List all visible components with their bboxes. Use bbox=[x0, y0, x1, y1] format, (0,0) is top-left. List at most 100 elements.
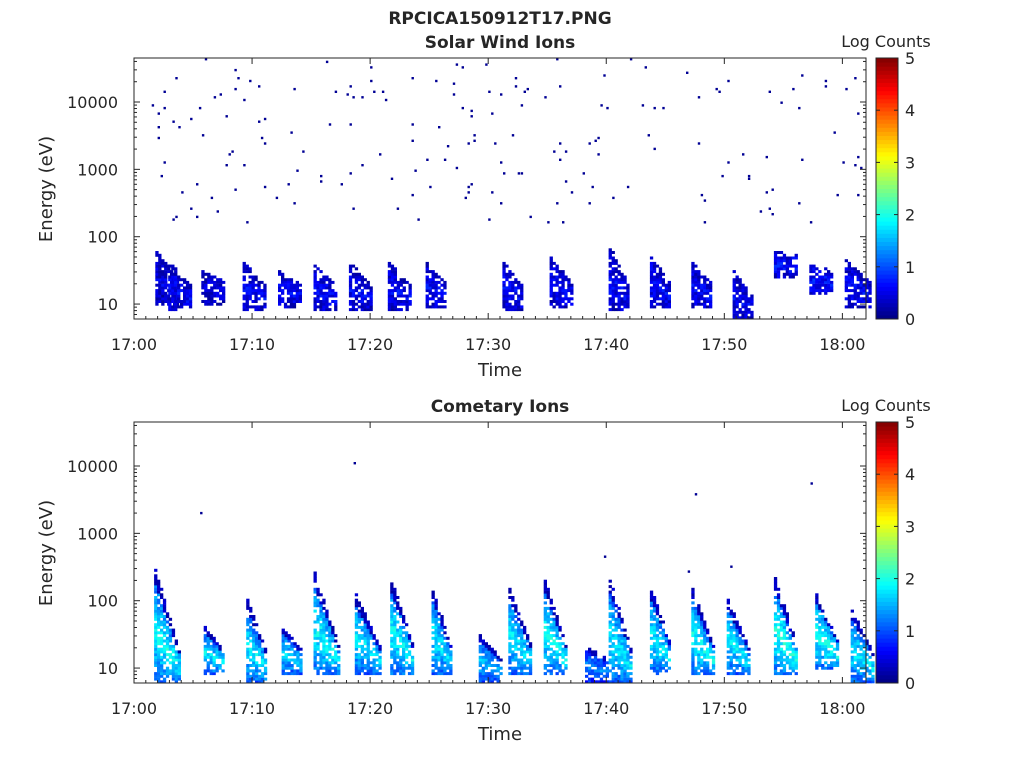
heatmap-cell bbox=[517, 631, 521, 635]
heatmap-cell bbox=[744, 289, 748, 293]
heatmap-cell bbox=[779, 655, 784, 659]
heatmap-cell bbox=[871, 674, 875, 678]
heatmap-cell bbox=[691, 650, 695, 654]
heatmap-cell bbox=[487, 664, 491, 667]
heatmap-cell bbox=[514, 278, 518, 282]
heatmap-cell bbox=[750, 300, 754, 303]
heatmap-cell bbox=[154, 644, 158, 648]
heatmap-cell bbox=[396, 283, 400, 287]
heatmap-cell bbox=[830, 631, 834, 635]
heatmap-cell bbox=[393, 644, 397, 648]
heatmap-cell bbox=[396, 620, 400, 624]
colorbar-segment bbox=[876, 135, 898, 141]
heatmap-cell bbox=[484, 672, 488, 676]
heatmap-cell bbox=[357, 291, 361, 295]
heatmap-cell bbox=[865, 283, 869, 287]
heatmap-cell bbox=[821, 609, 825, 613]
heatmap-cell bbox=[252, 653, 256, 657]
heatmap-cell bbox=[316, 634, 320, 638]
heatmap-cell bbox=[234, 87, 237, 91]
heatmap-cell bbox=[611, 587, 615, 591]
heatmap-cell bbox=[835, 647, 840, 651]
heatmap-cell bbox=[431, 669, 435, 673]
heatmap-cell bbox=[661, 653, 665, 657]
heatmap-cell bbox=[372, 634, 376, 638]
heatmap-cell bbox=[611, 655, 615, 659]
heatmap-cell bbox=[177, 677, 181, 681]
heatmap-cell bbox=[847, 278, 851, 282]
heatmap-cell bbox=[481, 644, 485, 648]
heatmap-cell bbox=[487, 677, 491, 681]
heatmap-cell bbox=[405, 280, 409, 284]
heatmap-cell bbox=[776, 264, 781, 268]
heatmap-cell bbox=[437, 628, 441, 632]
heatmap-cell bbox=[845, 87, 848, 91]
heatmap-cell bbox=[555, 617, 559, 621]
heatmap-cell bbox=[830, 666, 834, 670]
heatmap-cell bbox=[856, 272, 860, 276]
heatmap-cell bbox=[697, 615, 701, 618]
heatmap-cell bbox=[520, 639, 524, 643]
heatmap-cell bbox=[171, 297, 175, 301]
heatmap-cell bbox=[180, 289, 184, 293]
heatmap-cell bbox=[328, 661, 332, 665]
heatmap-cell bbox=[434, 598, 438, 602]
heatmap-cell bbox=[700, 615, 704, 618]
x-tick-label: 17:50 bbox=[701, 335, 747, 354]
heatmap-cell bbox=[263, 669, 268, 673]
heatmap-cell bbox=[155, 289, 159, 293]
heatmap-cell bbox=[461, 66, 464, 69]
heatmap-cell bbox=[168, 305, 172, 309]
heatmap-cell bbox=[655, 264, 660, 268]
heatmap-cell bbox=[741, 283, 745, 287]
heatmap-cell bbox=[190, 117, 193, 121]
heatmap-cell bbox=[561, 291, 565, 295]
heatmap-cell bbox=[177, 674, 181, 678]
heatmap-cell bbox=[369, 661, 373, 665]
heatmap-cell bbox=[287, 639, 291, 643]
heatmap-cell bbox=[281, 650, 285, 654]
heatmap-cell bbox=[162, 598, 167, 602]
heatmap-cell bbox=[661, 628, 665, 632]
heatmap-cell bbox=[354, 658, 359, 662]
heatmap-cell bbox=[854, 164, 857, 167]
heatmap-cell bbox=[735, 289, 739, 293]
heatmap-cell bbox=[514, 631, 518, 635]
heatmap-cell bbox=[260, 294, 264, 298]
heatmap-cell bbox=[505, 300, 509, 303]
heatmap-cell bbox=[593, 672, 598, 676]
heatmap-cell bbox=[252, 636, 256, 640]
heatmap-cell bbox=[319, 291, 323, 295]
heatmap-cell bbox=[697, 666, 701, 670]
heatmap-cell bbox=[773, 601, 778, 605]
heatmap-cell bbox=[629, 650, 633, 654]
heatmap-cell bbox=[209, 653, 213, 657]
heatmap-cell bbox=[260, 655, 265, 659]
heatmap-cell bbox=[408, 291, 412, 295]
heatmap-cell bbox=[791, 275, 795, 279]
heatmap-cell bbox=[160, 612, 164, 616]
heatmap-cell bbox=[564, 180, 568, 183]
heatmap-cell bbox=[154, 585, 158, 589]
heatmap-cell bbox=[744, 642, 748, 646]
heatmap-cell bbox=[299, 672, 303, 676]
heatmap-cell bbox=[348, 286, 353, 290]
heatmap-cell bbox=[387, 289, 392, 293]
heatmap-cell bbox=[741, 666, 745, 670]
heatmap-cell bbox=[738, 661, 742, 665]
heatmap-cell bbox=[440, 294, 444, 298]
heatmap-cell bbox=[155, 291, 159, 295]
heatmap-cell bbox=[652, 664, 657, 667]
heatmap-cell bbox=[773, 264, 778, 268]
heatmap-cell bbox=[440, 658, 444, 662]
heatmap-cell bbox=[210, 294, 214, 298]
heatmap-cell bbox=[773, 585, 778, 589]
heatmap-cell bbox=[283, 278, 288, 282]
heatmap-cell bbox=[517, 308, 521, 312]
heatmap-cell bbox=[434, 639, 438, 643]
heatmap-cell bbox=[204, 300, 208, 303]
heatmap-cell bbox=[334, 644, 338, 648]
heatmap-cell bbox=[791, 658, 795, 662]
heatmap-cell bbox=[162, 669, 167, 673]
heatmap-cell bbox=[543, 590, 547, 594]
